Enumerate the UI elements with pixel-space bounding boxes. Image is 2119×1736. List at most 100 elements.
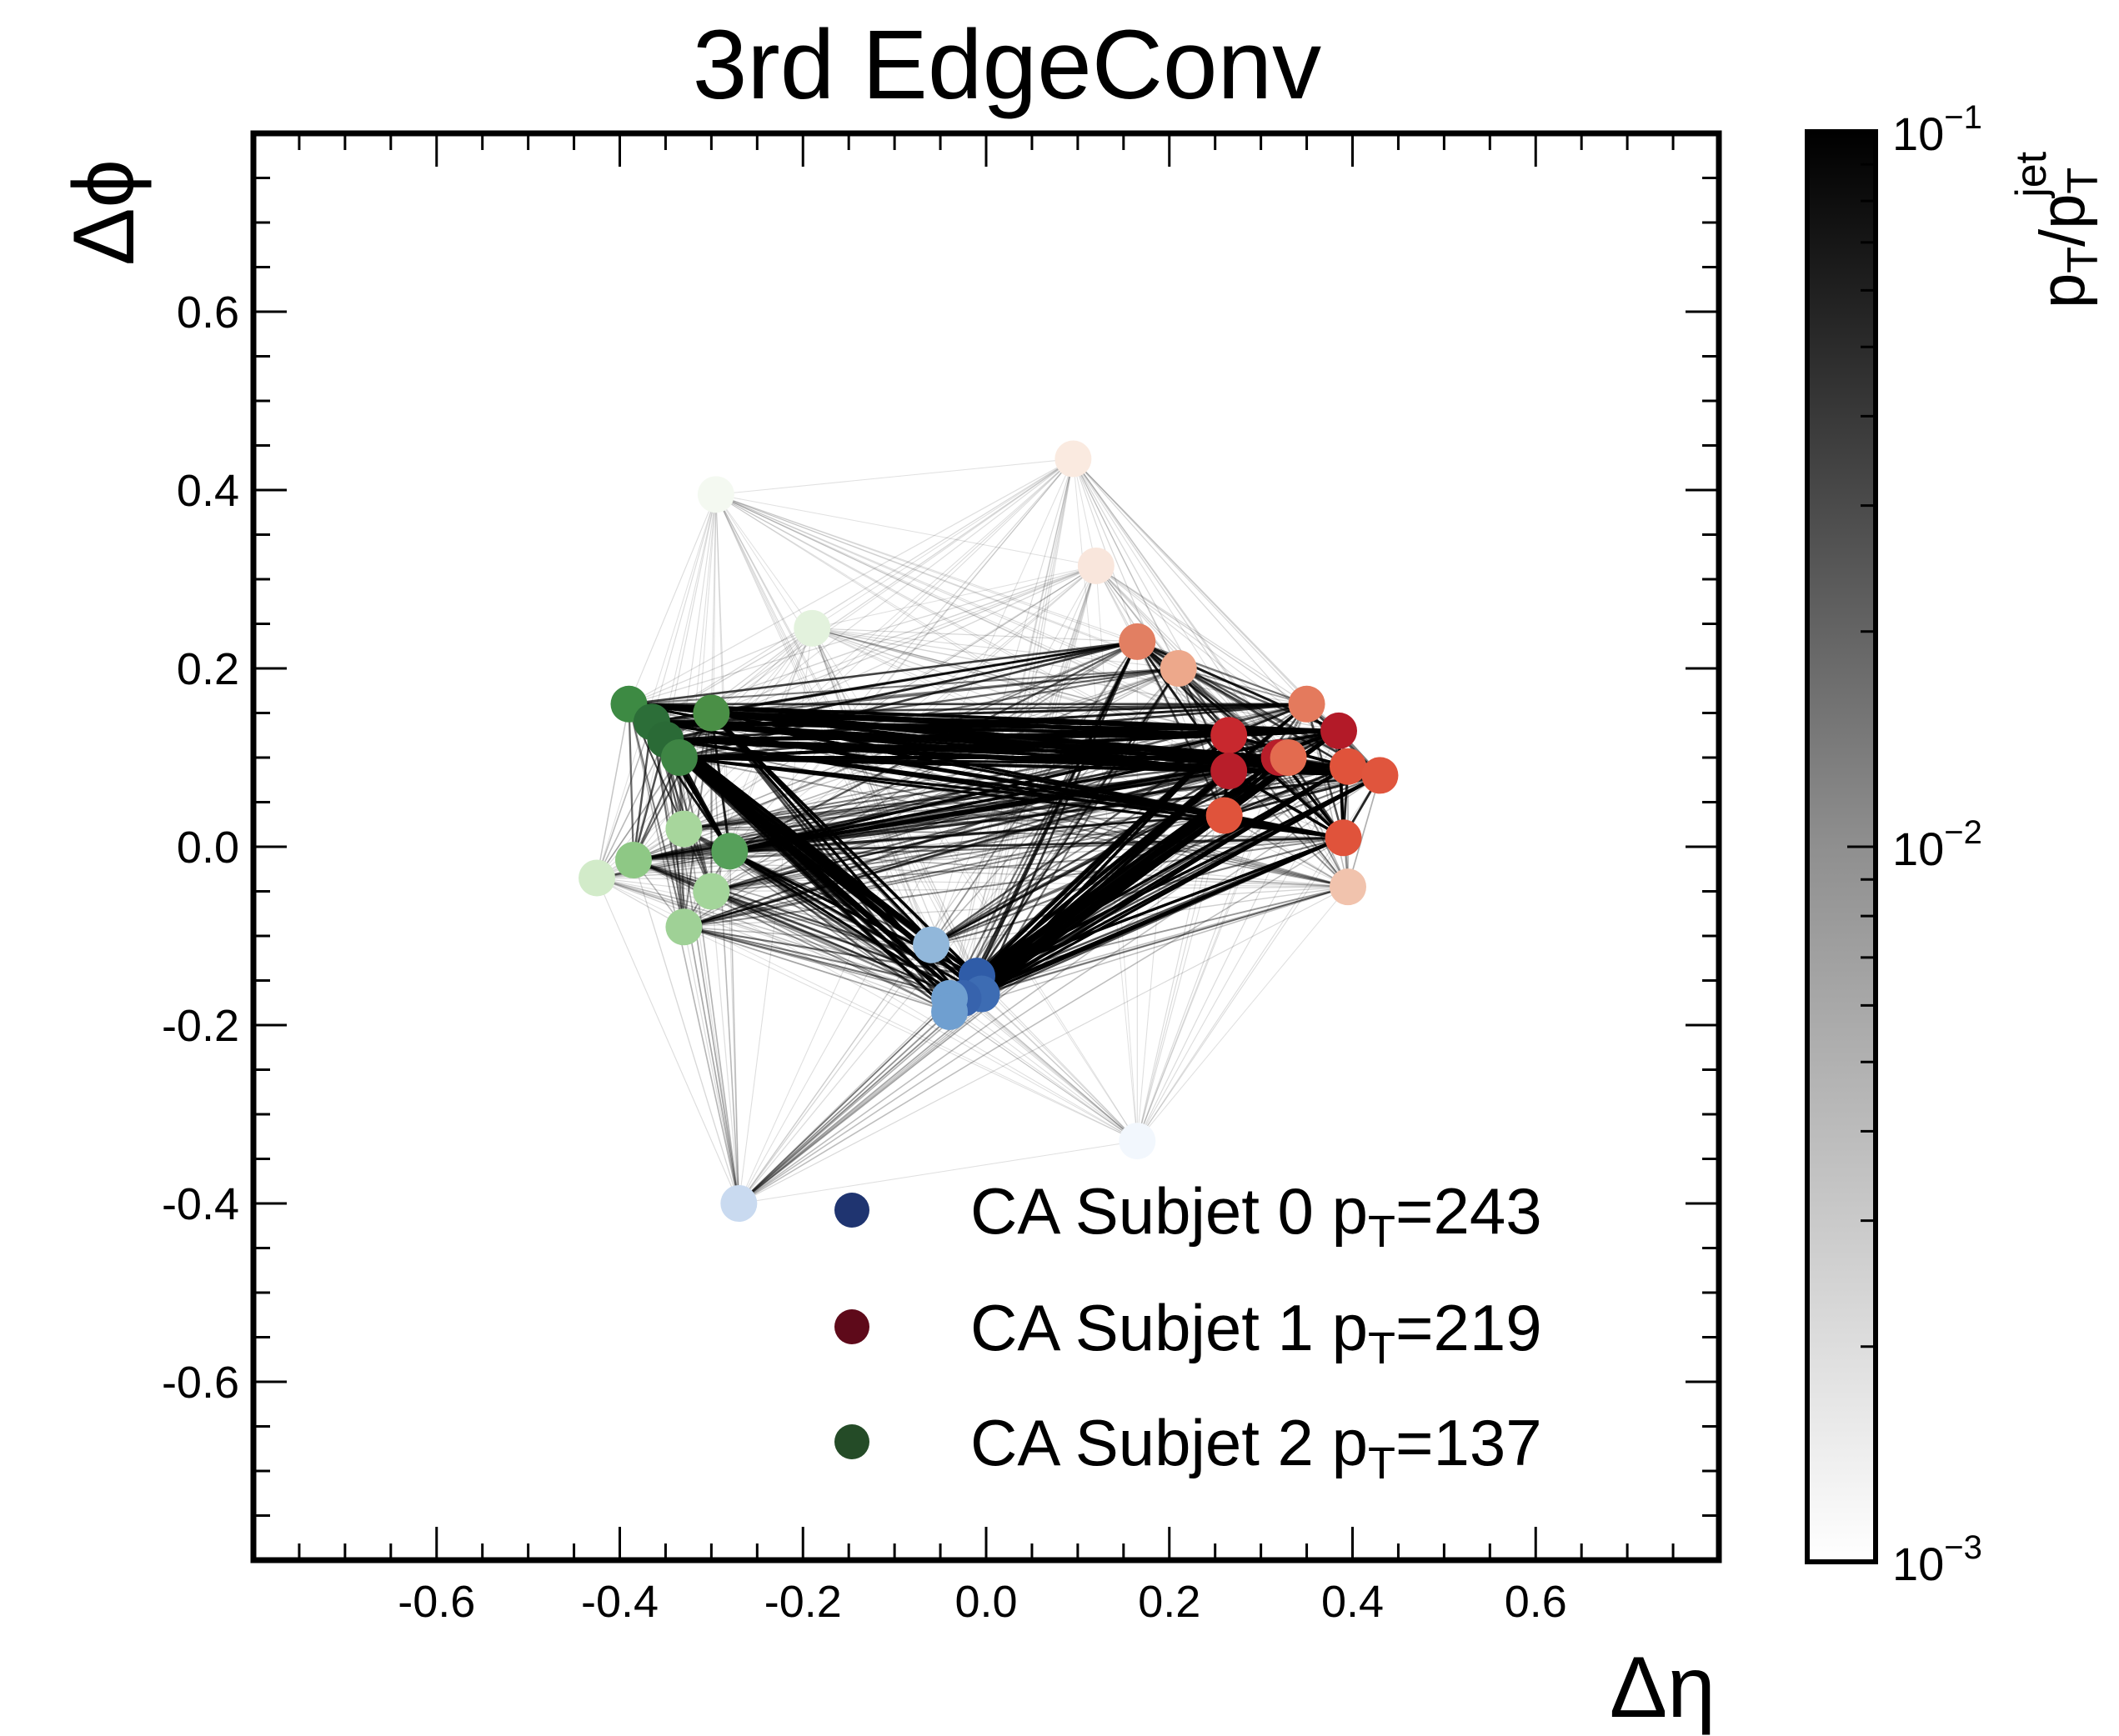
graph-edge <box>683 628 813 829</box>
colorbar-label-sup: jet <box>2007 151 2056 198</box>
graph-edge <box>949 998 1138 1142</box>
graph-edge <box>596 877 950 999</box>
graph-edge <box>710 494 717 892</box>
graph-edge <box>629 628 813 705</box>
y-tick-label: 0.2 <box>177 644 239 694</box>
data-point <box>660 739 698 776</box>
graph-edge <box>1136 766 1349 1142</box>
graph-edge <box>729 850 1349 888</box>
x-tick-label: 0.4 <box>1321 1577 1384 1627</box>
graph-edge <box>715 493 1340 732</box>
graph-edge <box>684 926 950 999</box>
graph-edge <box>596 713 712 878</box>
graph-edge <box>651 458 1074 723</box>
legend-label-prefix: CA Subjet 1 p <box>970 1291 1368 1364</box>
graph-edge <box>930 565 1097 945</box>
graph-edge <box>596 721 653 878</box>
data-points <box>579 440 1399 1222</box>
colorbar-tick-base: 10 <box>1892 823 1944 875</box>
data-point <box>711 833 749 870</box>
graph-edge <box>715 493 1230 772</box>
graph-edge <box>976 975 1138 1142</box>
graph-edge <box>596 877 978 977</box>
colorbar-tick-base: 10 <box>1892 1538 1944 1590</box>
graph-edge <box>684 828 1138 1142</box>
data-point <box>579 859 616 897</box>
colorbar-tick-label: 10−1 <box>1892 99 1982 160</box>
y-axis-label: Δϕ <box>56 159 153 266</box>
data-point <box>794 609 831 647</box>
graph-edge <box>665 739 1138 1142</box>
graph-edge <box>596 878 739 1204</box>
graph-edge <box>949 886 1349 1013</box>
graph-edge <box>632 757 680 861</box>
graph-edge <box>664 494 717 740</box>
graph-edge <box>633 859 950 1013</box>
graph-edge <box>633 859 1349 888</box>
graph-edge <box>715 493 1289 758</box>
graph-edge <box>678 757 950 1013</box>
graph-edge <box>633 628 813 861</box>
graph-edge <box>729 458 1074 852</box>
colorbar-tick-exp: −3 <box>1944 1529 1982 1566</box>
graph-edge <box>963 886 1349 999</box>
graph-edge <box>665 738 1349 888</box>
graph-edge <box>633 837 1344 862</box>
graph-edge <box>596 628 813 878</box>
legend-label-sub: T <box>1368 1323 1395 1373</box>
data-point <box>1270 739 1307 776</box>
data-point <box>720 1185 758 1222</box>
graph-edge <box>949 765 1349 1013</box>
legend-marker <box>834 1424 869 1459</box>
graph-edge <box>738 757 1290 1204</box>
graph-edge <box>684 886 1349 928</box>
colorbar-label-sub: T <box>2059 247 2107 273</box>
graph-edge <box>981 886 1349 995</box>
graph-edge <box>715 458 1074 495</box>
graph-edge <box>738 774 1380 1204</box>
graph-edge <box>629 565 1097 705</box>
graph-edge <box>1178 668 1307 705</box>
graph-edge <box>1095 565 1307 705</box>
x-tick-label: -0.4 <box>581 1577 659 1627</box>
graph-edge <box>679 757 1349 888</box>
graph-edge <box>715 493 1349 768</box>
data-point <box>1160 650 1197 687</box>
x-tick-label: 0.2 <box>1138 1577 1200 1627</box>
graph-edge <box>738 837 1344 1204</box>
graph-edge <box>629 703 1349 888</box>
graph-edge <box>738 703 1308 1204</box>
graph-edge <box>679 756 1380 777</box>
graph-edge <box>651 628 813 723</box>
colorbar-tick-label: 10−2 <box>1892 814 1982 875</box>
graph-edge <box>596 877 982 995</box>
graph-edge <box>949 1011 1138 1142</box>
graph-edge <box>812 628 1307 705</box>
graph-edge <box>811 458 1074 629</box>
x-axis-label: Δη <box>1610 1639 1716 1736</box>
graph-edge <box>812 628 1289 758</box>
graph-edges <box>596 458 1381 1204</box>
graph-edge <box>596 458 1074 878</box>
graph-edge <box>684 814 1225 928</box>
graph-edge <box>710 713 1138 1142</box>
graph-edge <box>949 814 1225 1013</box>
graph-edge <box>715 494 730 852</box>
colorbar-tick-base: 10 <box>1892 108 1944 160</box>
graph-edge <box>1136 640 1307 705</box>
graph-edge <box>633 712 713 861</box>
graph-edge <box>1072 458 1345 838</box>
graph-edge <box>711 458 1074 714</box>
graph-edge <box>596 739 667 878</box>
graph-edge <box>1072 458 1307 705</box>
legend-label-suffix: =243 <box>1395 1174 1542 1248</box>
graph-edge <box>684 769 1230 830</box>
data-point <box>1210 717 1248 754</box>
graph-edge <box>811 628 1349 888</box>
graph-edge <box>739 886 1349 1204</box>
graph-edge <box>711 890 950 999</box>
graph-edge <box>629 703 1138 1142</box>
graph-edge <box>596 837 1344 879</box>
graph-edge <box>711 891 1138 1142</box>
